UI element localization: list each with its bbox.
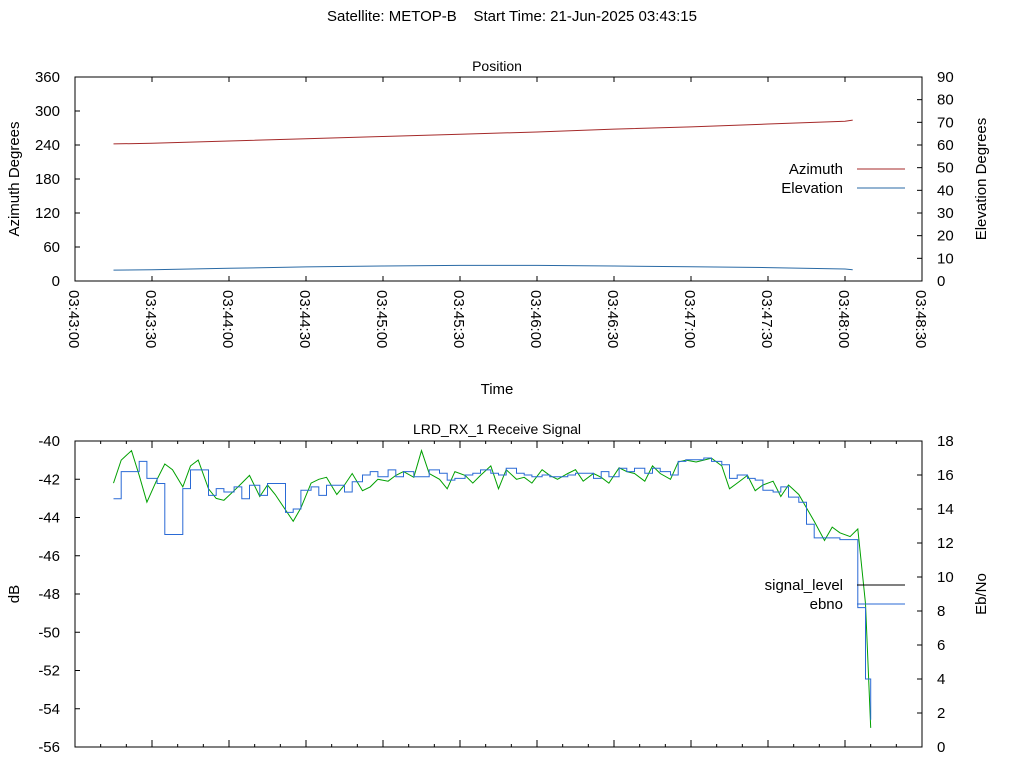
y2-tick-label: 18 bbox=[937, 433, 954, 450]
y-tick-label: 120 bbox=[35, 205, 60, 222]
x-tick-label: 03:46:00 bbox=[527, 290, 544, 348]
position-plot-border bbox=[74, 76, 923, 282]
y2-tick-label: 80 bbox=[937, 92, 954, 109]
y-tick-label: 300 bbox=[35, 103, 60, 120]
receive-signal-legend: signal_level ebno bbox=[765, 577, 905, 613]
y-tick-label: -48 bbox=[38, 586, 60, 603]
y2-tick-label: 60 bbox=[937, 137, 954, 154]
y2-tick-label: 6 bbox=[937, 637, 945, 654]
position-chart-title: Position bbox=[472, 58, 522, 74]
y-tick-label: 60 bbox=[43, 239, 60, 256]
y2-tick-label: 50 bbox=[937, 160, 954, 177]
y2-tick-label: 4 bbox=[937, 671, 945, 688]
position-y2-ticks: 0 10 20 30 40 50 60 70 80 90 bbox=[917, 69, 954, 290]
x-tick-label: 03:47:00 bbox=[681, 290, 698, 348]
x-tick-label: 03:45:00 bbox=[373, 290, 390, 348]
y2-tick-label: 90 bbox=[937, 69, 954, 86]
y2-tick-label: 70 bbox=[937, 114, 954, 131]
receive-signal-y2-axis-label: Eb/No bbox=[973, 573, 990, 615]
y2-tick-label: 40 bbox=[937, 182, 954, 199]
position-legend: Azimuth Elevation bbox=[781, 161, 905, 197]
y2-tick-label: 10 bbox=[937, 569, 954, 586]
x-tick-label: 03:45:30 bbox=[450, 290, 467, 348]
receive-signal-plot-border bbox=[74, 440, 923, 748]
receive-signal-y-axis-label: dB bbox=[6, 585, 23, 603]
position-series bbox=[113, 119, 853, 271]
receive-signal-y-ticks: -40 -42 -44 -46 -48 -50 -52 -54 -56 bbox=[38, 433, 80, 756]
y-tick-label: 240 bbox=[35, 137, 60, 154]
y-tick-label: -46 bbox=[38, 548, 60, 565]
y2-tick-label: 14 bbox=[937, 501, 954, 518]
y-tick-label: -42 bbox=[38, 471, 60, 488]
y2-tick-label: 10 bbox=[937, 250, 954, 267]
y-tick-label: -56 bbox=[38, 739, 60, 756]
position-y-axis-label: Azimuth Degrees bbox=[6, 121, 23, 236]
y2-tick-label: 8 bbox=[937, 603, 945, 620]
receive-signal-x-ticks bbox=[74, 441, 923, 747]
x-tick-label: 03:44:30 bbox=[296, 290, 313, 348]
y2-tick-label: 20 bbox=[937, 228, 954, 245]
y-tick-label: 360 bbox=[35, 69, 60, 86]
y2-tick-label: 2 bbox=[937, 705, 945, 722]
y-tick-label: -54 bbox=[38, 701, 60, 718]
series-line-ebno bbox=[113, 457, 872, 720]
position-chart: Position 03:43:00 03:43:30 03:44:00 03:44:3… bbox=[6, 58, 990, 398]
x-tick-label: 03:43:30 bbox=[142, 290, 159, 348]
position-x-ticks: 03:43:00 03:43:30 03:44:00 03:44:30 03:45:00… bbox=[65, 77, 929, 348]
x-tick-label: 03:46:30 bbox=[604, 290, 621, 348]
receive-signal-chart: LRD_RX_1 Receive Signal -40-42-44-46-48-… bbox=[6, 421, 990, 756]
x-tick-label: 03:43:00 bbox=[65, 290, 82, 348]
y-tick-label: -44 bbox=[38, 510, 60, 527]
x-tick-label: 03:48:30 bbox=[912, 290, 929, 348]
y-tick-label: 0 bbox=[52, 273, 60, 290]
page-title: Satellite: METOP-B Start Time: 21-Jun-20… bbox=[327, 8, 697, 25]
y-tick-label: -52 bbox=[38, 663, 60, 680]
position-x-axis-label: Time bbox=[481, 381, 514, 398]
y2-tick-label: 12 bbox=[937, 535, 954, 552]
legend-label-azimuth: Azimuth bbox=[789, 161, 843, 178]
y2-tick-label: 0 bbox=[937, 739, 945, 756]
x-tick-label: 03:48:00 bbox=[835, 290, 852, 348]
receive-signal-series bbox=[113, 448, 872, 728]
legend-label-signal-level: signal_level bbox=[765, 577, 843, 594]
y2-tick-label: 0 bbox=[937, 273, 945, 290]
series-line-azimuth bbox=[113, 119, 853, 145]
position-y2-axis-label: Elevation Degrees bbox=[973, 118, 990, 241]
y2-tick-label: 30 bbox=[937, 205, 954, 222]
receive-signal-y2-ticks: 0 2 4 6 8 10 12 14 16 18 bbox=[917, 433, 954, 756]
y2-tick-label: 16 bbox=[937, 467, 954, 484]
y-tick-label: -50 bbox=[38, 624, 60, 641]
position-y-ticks: 0 60 120 180 240 300 360 bbox=[35, 69, 80, 290]
legend-label-elevation: Elevation bbox=[781, 180, 843, 197]
receive-signal-chart-title: LRD_RX_1 Receive Signal bbox=[413, 421, 581, 437]
y-tick-label: -40 bbox=[38, 433, 60, 450]
series-line-elevation bbox=[113, 264, 853, 271]
legend-label-ebno: ebno bbox=[810, 596, 843, 613]
x-tick-label: 03:44:00 bbox=[219, 290, 236, 348]
x-tick-label: 03:47:30 bbox=[758, 290, 775, 348]
y-tick-label: 180 bbox=[35, 171, 60, 188]
